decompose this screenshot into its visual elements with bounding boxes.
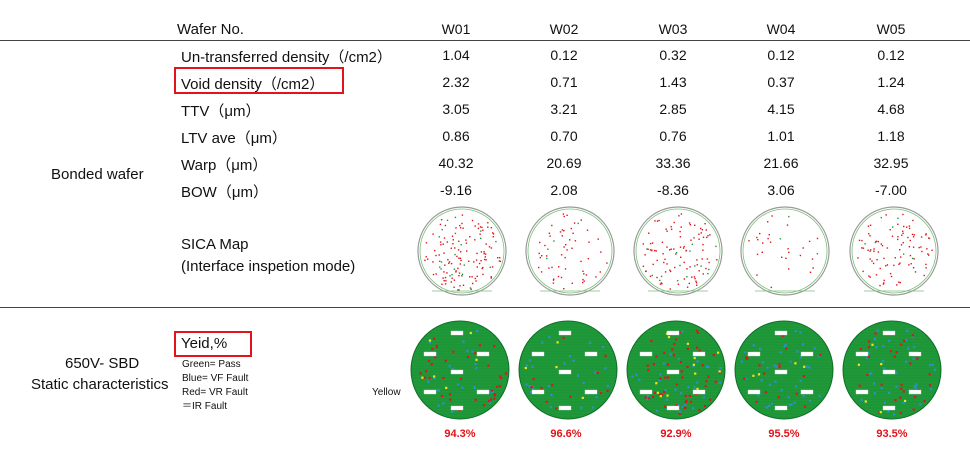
cell-warp-w03: 33.36 [655, 155, 691, 171]
sica-map-w01 [417, 206, 507, 296]
sica-map-mode-label: (Interface inspetion mode) [181, 258, 356, 275]
cell-void-w03: 1.43 [659, 74, 687, 90]
section-divider [0, 307, 970, 308]
legend-ir-fault: ＝IR Fault [182, 401, 228, 412]
legend-vf-fault: Blue= VF Fault [182, 373, 249, 384]
header-w01: W01 [441, 21, 471, 37]
header-w04: W04 [766, 21, 796, 37]
cell-untransferred-w03: 0.32 [659, 47, 687, 63]
row-label-void: Void density（/cm2） [181, 76, 325, 93]
cell-bow-w05: -7.00 [875, 182, 907, 198]
cell-ttv-w02: 3.21 [550, 101, 578, 117]
cell-ttv-w05: 4.68 [877, 101, 905, 117]
cell-ttv-w01: 3.05 [442, 101, 470, 117]
row-label-warp: Warp（μm） [181, 157, 268, 174]
cell-ttv-w03: 2.85 [659, 101, 687, 117]
cell-ltv-w05: 1.18 [877, 128, 905, 144]
cell-warp-w04: 21.66 [763, 155, 799, 171]
yield-highlight [174, 331, 252, 357]
header-w02: W02 [549, 21, 579, 37]
cell-untransferred-w02: 0.12 [550, 47, 578, 63]
header-w05: W05 [876, 21, 906, 37]
legend-pass: Green= Pass [182, 359, 241, 370]
cell-void-w04: 0.37 [767, 74, 795, 90]
cell-warp-w01: 40.32 [438, 155, 474, 171]
sica-map-w05 [849, 206, 939, 296]
sica-map-label: SICA Map [181, 236, 249, 253]
cell-ltv-w02: 0.70 [550, 128, 578, 144]
sbd-wafer-map-w01 [410, 320, 510, 420]
cell-untransferred-w05: 0.12 [877, 47, 905, 63]
cell-warp-w02: 20.69 [546, 155, 582, 171]
group-label-static-characteristics: Static characteristics [31, 376, 169, 393]
cell-ltv-w03: 0.76 [659, 128, 687, 144]
yield-label: Yeid,% [181, 335, 228, 352]
sbd-wafer-map-w03 [626, 320, 726, 420]
yield-w03: 92.9% [660, 428, 692, 440]
void-density-highlight [174, 67, 344, 94]
sbd-wafer-map-w02 [518, 320, 618, 420]
row-label-bow: BOW（μm） [181, 184, 268, 201]
yield-w04: 95.5% [768, 428, 800, 440]
cell-untransferred-w01: 1.04 [442, 47, 470, 63]
legend-vr-fault: Red= VR Fault [182, 387, 248, 398]
header-w03: W03 [658, 21, 688, 37]
sbd-wafer-map-w04 [734, 320, 834, 420]
cell-bow-w01: -9.16 [440, 182, 472, 198]
cell-bow-w02: 2.08 [550, 182, 578, 198]
cell-ltv-w04: 1.01 [767, 128, 795, 144]
yield-w01: 94.3% [444, 428, 476, 440]
cell-ttv-w04: 4.15 [767, 101, 795, 117]
sica-map-w02 [525, 206, 615, 296]
yield-w02: 96.6% [550, 428, 582, 440]
row-label-ttv: TTV（μm） [181, 103, 261, 120]
cell-void-w02: 0.71 [550, 74, 578, 90]
header-divider [0, 40, 970, 41]
sica-map-w03 [633, 206, 723, 296]
cell-bow-w03: -8.36 [657, 182, 689, 198]
cell-ltv-w01: 0.86 [442, 128, 470, 144]
header-wafer-no: Wafer No. [177, 21, 244, 38]
sbd-wafer-map-w05 [842, 320, 942, 420]
cell-bow-w04: 3.06 [767, 182, 795, 198]
cell-untransferred-w04: 0.12 [767, 47, 795, 63]
cell-void-w05: 1.24 [877, 74, 905, 90]
cell-void-w01: 2.32 [442, 74, 470, 90]
legend-yellow-label: Yellow [372, 387, 401, 398]
row-label-ltv: LTV ave（μm） [181, 130, 287, 147]
cell-warp-w05: 32.95 [873, 155, 909, 171]
group-label-bonded-wafer: Bonded wafer [51, 166, 144, 183]
yield-w05: 93.5% [876, 428, 908, 440]
group-label-650v-sbd: 650V- SBD [65, 355, 140, 372]
row-label-untransferred: Un-transferred density（/cm2） [181, 49, 392, 66]
sica-map-w04 [740, 206, 830, 296]
